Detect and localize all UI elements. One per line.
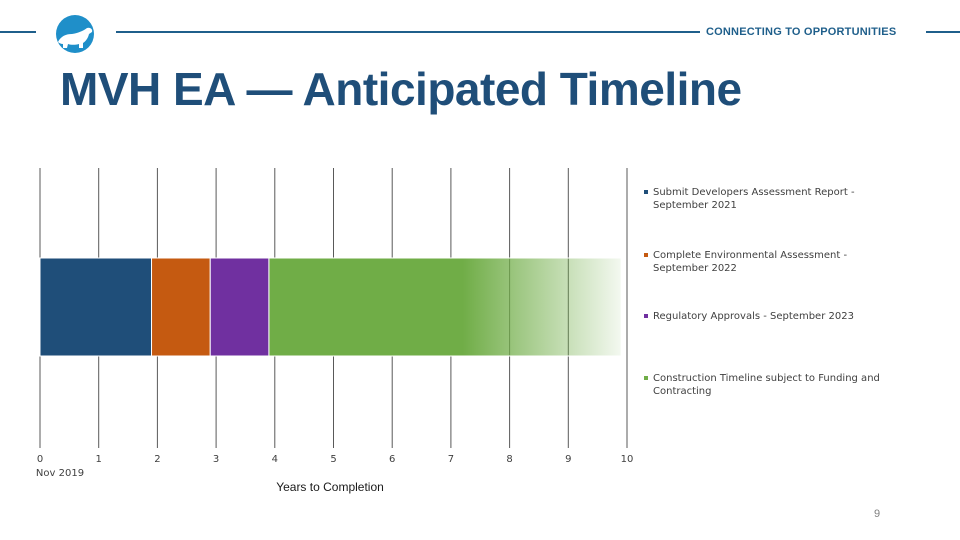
x-tick-label-9: 9 (565, 454, 571, 465)
bar-segment-4 (268, 257, 622, 357)
bar-segment-2 (151, 257, 211, 357)
x-tick-label-2: 2 (154, 454, 160, 465)
tagline: CONNECTING TO OPPORTUNITIES (706, 26, 897, 38)
legend-swatch-purple (644, 314, 648, 318)
x-tick-label-6: 6 (389, 454, 395, 465)
x-tick-label-1: 1 (96, 454, 102, 465)
legend-item-regulatory-approvals: Regulatory Approvals - September 2023 (644, 310, 894, 323)
header-rule-right (926, 31, 960, 33)
x-axis-label: Years to Completion (276, 480, 384, 494)
bar-segment-1 (39, 257, 153, 357)
legend-swatch-blue (644, 190, 648, 194)
polar-bear-icon (56, 15, 94, 53)
legend-label: Regulatory Approvals - September 2023 (653, 311, 854, 322)
page-title: MVH EA — Anticipated Timeline (60, 63, 742, 115)
legend-item-environmental-assessment: Complete Environmental Assessment - Sept… (644, 249, 894, 275)
legend-swatch-green (644, 376, 648, 380)
legend-label: Complete Environmental Assessment - Sept… (653, 250, 848, 274)
x-tick-label-0: 0 (37, 454, 43, 465)
x-origin-label: Nov 2019 (36, 468, 84, 479)
header-rule-left (0, 31, 36, 33)
x-tick-label-5: 5 (330, 454, 336, 465)
x-tick-label-3: 3 (213, 454, 219, 465)
legend-label: Submit Developers Assessment Report - Se… (653, 187, 855, 211)
x-tick-label-4: 4 (272, 454, 278, 465)
x-tick-label-10: 10 (621, 454, 634, 465)
x-tick-label-7: 7 (448, 454, 454, 465)
legend-label: Construction Timeline subject to Funding… (653, 373, 880, 397)
header-rule-center (116, 31, 700, 33)
legend-swatch-orange (644, 253, 648, 257)
legend-item-developers-report: Submit Developers Assessment Report - Se… (644, 186, 894, 212)
legend-item-construction: Construction Timeline subject to Funding… (644, 372, 894, 398)
page-number: 9 (874, 508, 881, 520)
x-tick-label-8: 8 (506, 454, 512, 465)
bar-segment-3 (209, 257, 270, 357)
